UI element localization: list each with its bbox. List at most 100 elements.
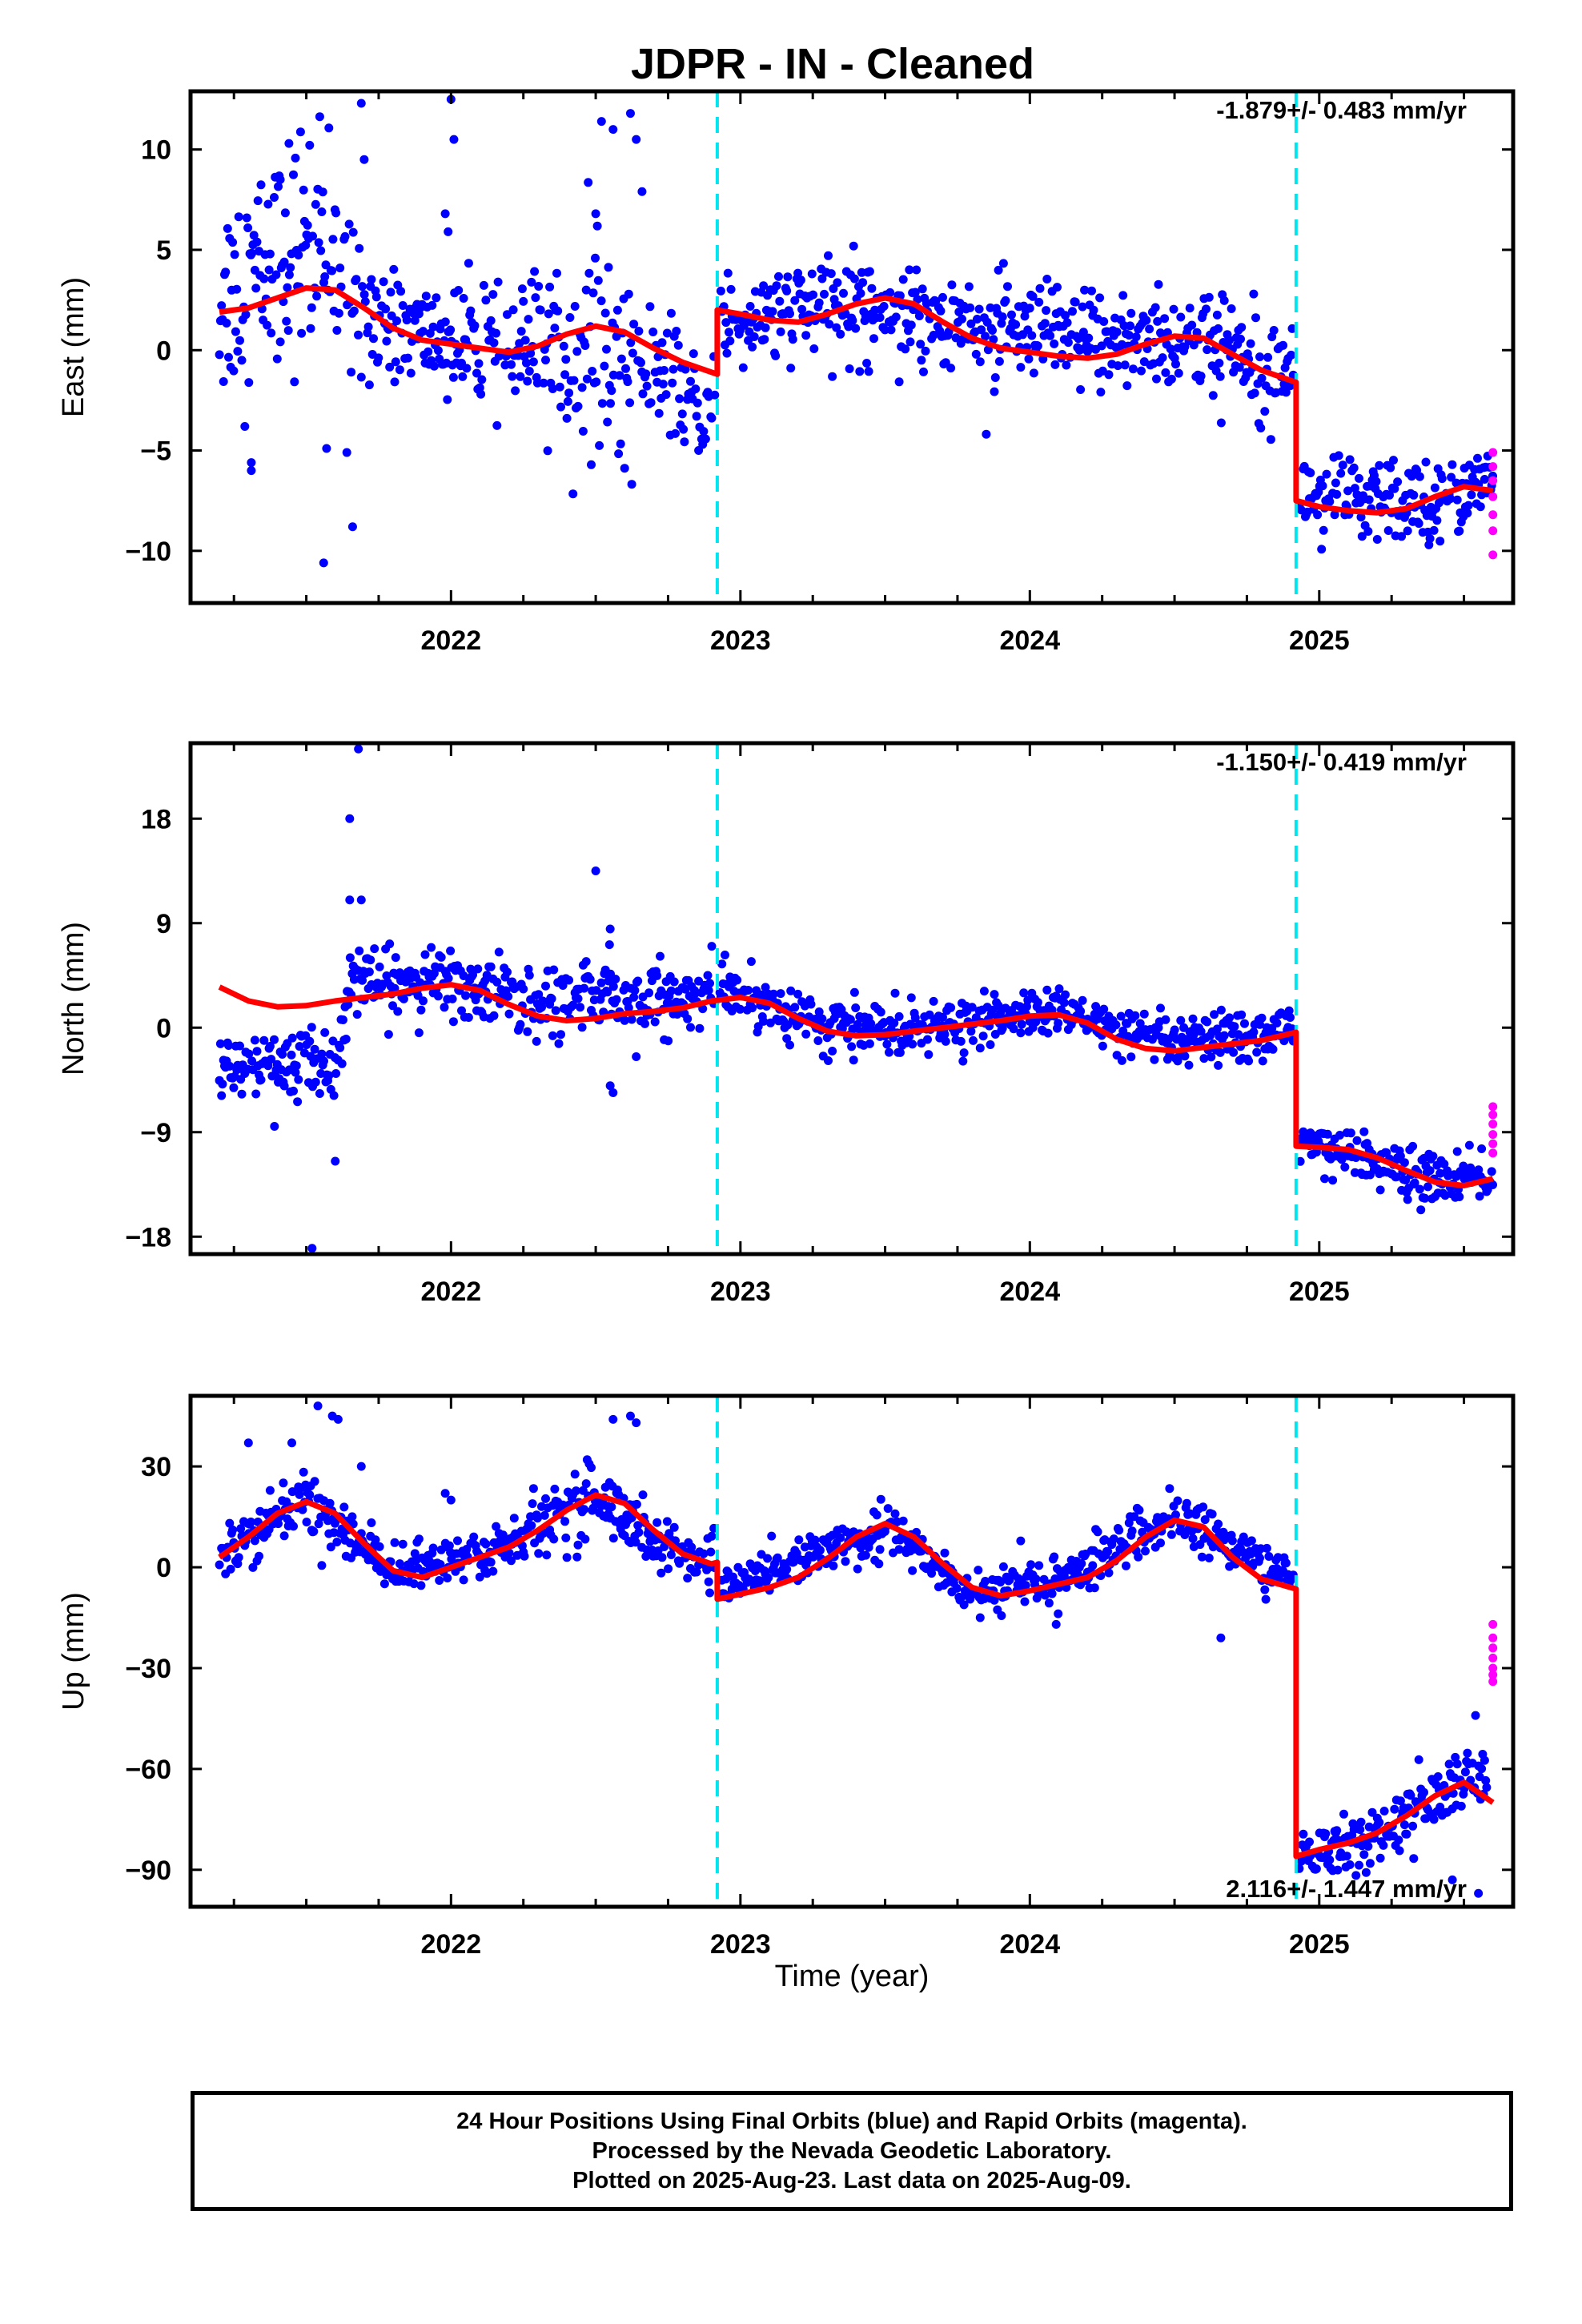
final-point (773, 1553, 782, 1562)
final-point (890, 1509, 900, 1518)
final-point (929, 996, 938, 1006)
final-point (286, 263, 295, 272)
final-point (1433, 1772, 1443, 1781)
final-point (1281, 1558, 1291, 1568)
final-point (936, 306, 946, 316)
north-final-points (215, 744, 1497, 1253)
final-point (641, 1552, 651, 1561)
final-point (1109, 1534, 1118, 1544)
north-rapid-points (1488, 1102, 1498, 1158)
final-point (607, 386, 616, 396)
final-point (1385, 490, 1394, 500)
final-point (511, 386, 520, 396)
final-point (1488, 1180, 1497, 1189)
final-point (851, 324, 861, 333)
final-point (1229, 1047, 1239, 1057)
final-point (1477, 1144, 1487, 1153)
final-point (721, 951, 729, 959)
final-point (826, 269, 836, 279)
final-point (1467, 490, 1476, 500)
final-point (370, 944, 379, 954)
final-point (782, 1034, 792, 1043)
final-point (570, 1470, 580, 1479)
final-point (1131, 332, 1141, 342)
final-point (435, 1576, 444, 1585)
final-outlier-point (356, 99, 366, 108)
final-point (717, 959, 727, 969)
final-point (828, 372, 837, 381)
final-point (509, 1514, 519, 1523)
final-point (1249, 1027, 1259, 1037)
final-point (1153, 316, 1162, 326)
final-point (371, 292, 381, 302)
final-point (905, 337, 915, 347)
final-point (469, 1532, 479, 1542)
final-point (927, 1569, 937, 1578)
final-point (382, 971, 391, 980)
final-point (1295, 1156, 1305, 1166)
final-point (1452, 1147, 1462, 1156)
final-point (464, 1013, 473, 1022)
final-point (395, 1559, 404, 1569)
final-point (958, 1056, 968, 1066)
final-point (1016, 1536, 1026, 1546)
final-point (865, 1039, 874, 1048)
final-point (588, 367, 597, 376)
final-point (1040, 319, 1050, 328)
final-point (1207, 1510, 1217, 1519)
rapid-point (1488, 1633, 1498, 1642)
final-point (507, 1556, 516, 1566)
final-point (923, 1035, 932, 1044)
x-tick-label: 2025 (1289, 1277, 1350, 1307)
final-point (1402, 1829, 1411, 1839)
final-point (448, 1017, 458, 1027)
final-point (248, 1562, 258, 1572)
final-point (1130, 1011, 1140, 1020)
final-point (774, 271, 783, 281)
final-point (308, 231, 317, 241)
final-point (310, 1044, 319, 1054)
final-point (1212, 310, 1222, 320)
final-point (1126, 1052, 1136, 1062)
final-point (917, 284, 927, 294)
final-point (1421, 457, 1431, 467)
final-point (550, 1484, 560, 1494)
final-point (1394, 1835, 1403, 1845)
final-point (620, 1015, 629, 1025)
final-point (339, 1502, 349, 1512)
final-point (1215, 358, 1224, 368)
final-point (371, 1535, 380, 1545)
final-outlier-point (637, 187, 647, 196)
final-point (695, 1023, 705, 1033)
final-point (864, 367, 873, 376)
final-point (349, 306, 359, 316)
final-point (519, 296, 528, 306)
final-point (399, 994, 408, 1003)
final-point (215, 350, 224, 360)
final-point (1112, 328, 1122, 337)
rapid-point (1488, 550, 1498, 560)
final-point (1230, 1022, 1239, 1031)
final-point (1003, 282, 1012, 292)
final-point (250, 1035, 259, 1045)
final-point (295, 127, 305, 137)
final-point (1460, 1767, 1470, 1777)
final-point (541, 1494, 550, 1503)
final-point (443, 1574, 452, 1582)
final-point (528, 357, 538, 367)
final-point (1099, 317, 1109, 326)
final-point (402, 316, 412, 325)
final-point (390, 377, 400, 387)
final-point (1359, 1127, 1369, 1136)
up-model-line (218, 1492, 1495, 1860)
final-point (1225, 336, 1235, 345)
final-outlier-point (319, 558, 328, 568)
north-rate-label: -1.150+/- 0.419 mm/yr (1216, 748, 1467, 776)
final-point (256, 180, 266, 190)
y-tick-label: −9 (140, 1118, 171, 1148)
final-point (534, 990, 544, 999)
final-point (1016, 1028, 1026, 1038)
final-point (534, 1549, 544, 1558)
final-point (603, 417, 612, 427)
final-point (880, 325, 889, 335)
